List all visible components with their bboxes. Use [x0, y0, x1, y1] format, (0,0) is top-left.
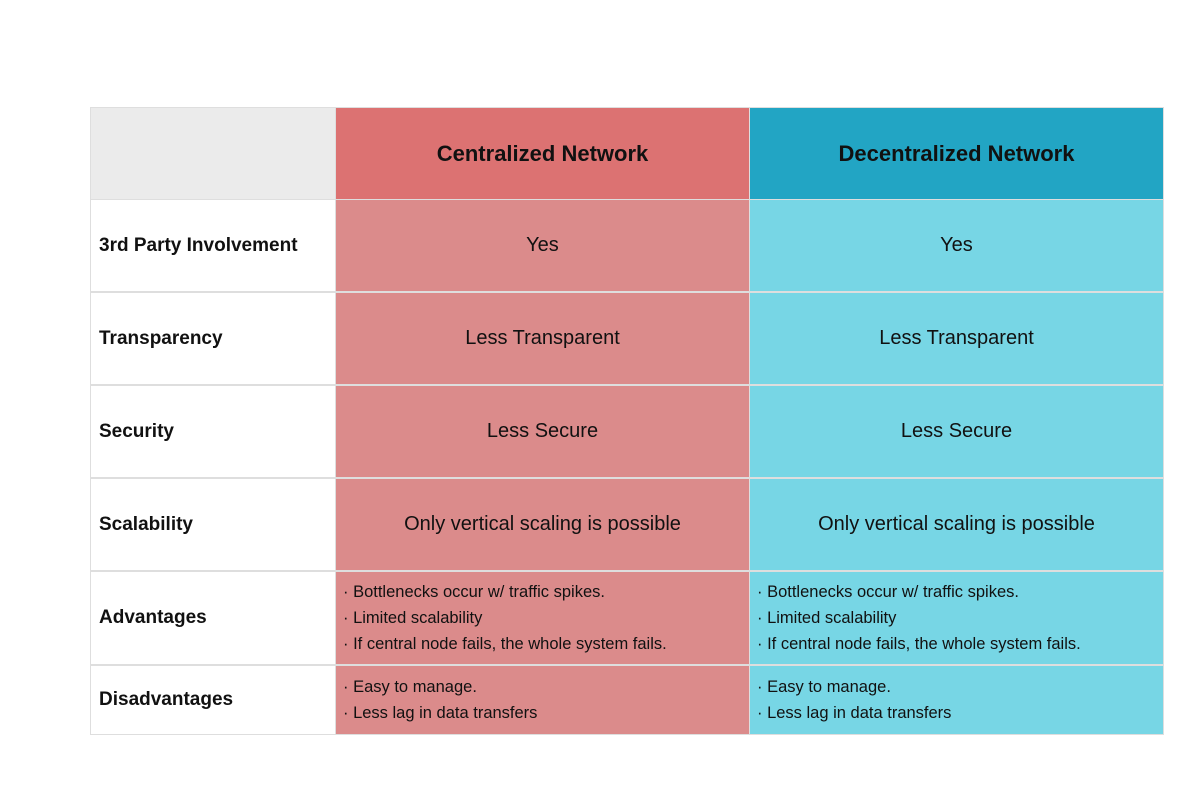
corner-cell: [90, 107, 336, 200]
row-label: Security: [90, 385, 336, 478]
list-item: · Easy to manage.: [343, 678, 477, 696]
list-cell: · Easy to manage. · Less lag in data tran…: [749, 665, 1164, 735]
list-item: · Limited scalability: [343, 609, 483, 627]
value-cell: Only vertical scaling is possible: [749, 478, 1164, 571]
column-header: Centralized Network: [335, 107, 750, 200]
list-item: · Easy to manage.: [757, 678, 891, 696]
list-item: · If central node fails, the whole syste…: [757, 635, 1081, 653]
list-cell: · Bottlenecks occur w/ traffic spikes. · …: [749, 571, 1164, 665]
list-cell: · Bottlenecks occur w/ traffic spikes. · …: [335, 571, 750, 665]
list-item: · Bottlenecks occur w/ traffic spikes.: [343, 583, 605, 601]
value-cell: Less Transparent: [749, 292, 1164, 385]
value-cell: Less Transparent: [335, 292, 750, 385]
column-header: Decentralized Network: [749, 107, 1164, 200]
value-cell: Yes: [335, 199, 750, 292]
row-label: Advantages: [90, 571, 336, 665]
value-cell: Less Secure: [335, 385, 750, 478]
value-cell: Less Secure: [749, 385, 1164, 478]
row-label: 3rd Party Involvement: [90, 199, 336, 292]
list-item: · Less lag in data transfers: [757, 704, 952, 722]
list-item: · If central node fails, the whole syste…: [343, 635, 667, 653]
value-cell: Only vertical scaling is possible: [335, 478, 750, 571]
list-item: · Less lag in data transfers: [343, 704, 538, 722]
value-cell: Yes: [749, 199, 1164, 292]
row-label: Disadvantages: [90, 665, 336, 735]
list-item: · Limited scalability: [757, 609, 897, 627]
list-cell: · Easy to manage. · Less lag in data tran…: [335, 665, 750, 735]
list-item: · Bottlenecks occur w/ traffic spikes.: [757, 583, 1019, 601]
row-label: Scalability: [90, 478, 336, 571]
row-label: Transparency: [90, 292, 336, 385]
